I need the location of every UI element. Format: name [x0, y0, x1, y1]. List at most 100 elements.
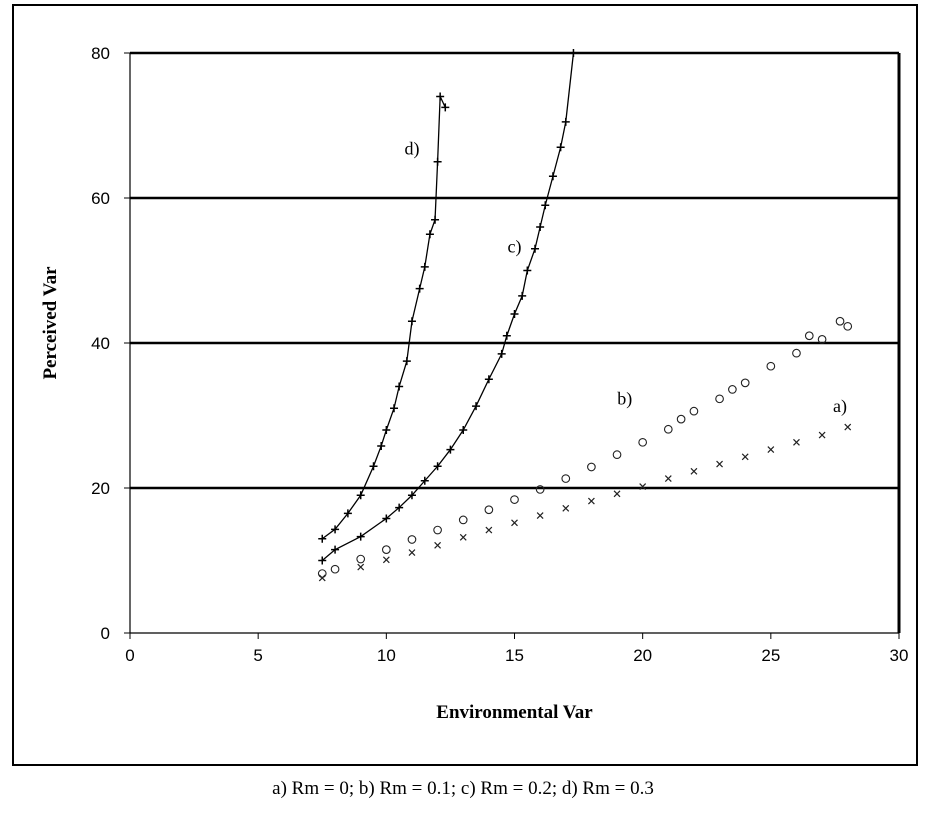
data-point: [434, 541, 442, 549]
x-tick-label-30: 30: [890, 646, 909, 665]
x-tick-label-20: 20: [633, 646, 652, 665]
data-point: [523, 266, 532, 275]
data-point: [502, 331, 511, 340]
data-point: [382, 514, 391, 523]
x-tick-label-15: 15: [505, 646, 524, 665]
data-point: [561, 474, 571, 483]
data-point: [369, 462, 378, 471]
y-tick-label-60: 60: [91, 189, 110, 208]
data-point: [638, 437, 648, 447]
data-point: [395, 382, 404, 391]
data-point: [664, 475, 672, 482]
data-point: [433, 525, 442, 535]
y-tick-label-0: 0: [101, 624, 110, 643]
data-point: [433, 157, 442, 166]
data-point: [613, 490, 621, 498]
data-point: [441, 103, 450, 112]
data-point: [318, 574, 326, 582]
data-point: [587, 462, 596, 472]
data-point: [343, 509, 352, 518]
data-point: [835, 316, 845, 326]
data-point: [612, 450, 622, 460]
y-tick-label-40: 40: [91, 334, 110, 353]
data-point: [690, 467, 698, 475]
data-point: [561, 117, 570, 126]
data-point: [817, 335, 827, 344]
series-label-1: a): [833, 396, 847, 417]
data-point: [541, 201, 550, 210]
data-point: [420, 476, 429, 485]
x-axis-title: Environmental Var: [436, 702, 593, 723]
data-point: [766, 361, 776, 371]
data-point: [317, 569, 327, 578]
data-point: [318, 556, 327, 565]
data-point: [536, 512, 544, 519]
data-point: [415, 284, 424, 293]
data-point: [843, 321, 853, 331]
data-point: [459, 426, 468, 434]
data-point: [485, 526, 493, 534]
series-label-3: c): [508, 236, 522, 257]
y-tick-label-20: 20: [91, 479, 110, 498]
data-point: [767, 446, 775, 453]
data-point: [844, 423, 852, 431]
data-point: [741, 453, 749, 461]
series-labels: a) b) c) d): [404, 139, 847, 417]
data-point: [531, 244, 540, 253]
data-point: [663, 424, 673, 434]
data-point: [536, 223, 545, 231]
data-point: [518, 291, 527, 300]
data-point: [377, 441, 386, 450]
chart-frame: [12, 4, 918, 766]
y-axis-title: Perceived Var: [40, 266, 61, 380]
data-point: [356, 532, 365, 541]
data-point: [472, 402, 481, 411]
series-line-3: [321, 52, 575, 561]
data-point: [715, 394, 724, 404]
series-label-4: d): [404, 139, 419, 160]
series-3: [318, 49, 578, 565]
data-point: [510, 495, 519, 504]
axes: [124, 52, 901, 639]
x-tick-label-25: 25: [761, 646, 780, 665]
data-point: [804, 331, 814, 341]
x-tick-label-0: 0: [125, 646, 134, 665]
data-point: [639, 483, 647, 490]
data-point: [436, 92, 445, 101]
data-point: [689, 406, 699, 416]
data-point: [331, 525, 340, 534]
data-point: [407, 317, 416, 326]
data-point: [556, 143, 565, 152]
data-point: [792, 348, 801, 358]
data-point: [562, 504, 570, 512]
data-point: [510, 310, 519, 318]
tick-labels: 0 5 10 15 20 25 30 0 20 40 60 80: [91, 44, 908, 665]
data-point: [420, 262, 429, 271]
data-point: [511, 519, 518, 527]
data-point: [459, 533, 467, 541]
data-point: [407, 535, 417, 544]
data-point: [318, 534, 327, 543]
data-point: [587, 497, 595, 505]
data-point: [433, 462, 442, 471]
data-point: [408, 549, 416, 556]
data-point: [390, 404, 399, 413]
data-point: [382, 426, 391, 434]
chart-caption: a) Rm = 0; b) Rm = 0.1; c) Rm = 0.2; d) …: [272, 778, 654, 799]
data-point: [728, 385, 737, 394]
data-point: [402, 357, 411, 366]
series-line-4: [321, 96, 446, 540]
data-point: [431, 215, 440, 224]
x-tick-label-10: 10: [377, 646, 396, 665]
data-point: [357, 563, 365, 571]
x-tick-label-5: 5: [253, 646, 262, 665]
data-point: [676, 414, 686, 424]
data-point: [382, 556, 390, 564]
data-point: [425, 230, 434, 239]
series-layer: [317, 49, 853, 582]
series-4: [318, 92, 450, 543]
data-point: [330, 564, 340, 574]
data-point: [356, 491, 365, 500]
data-point: [497, 349, 506, 358]
